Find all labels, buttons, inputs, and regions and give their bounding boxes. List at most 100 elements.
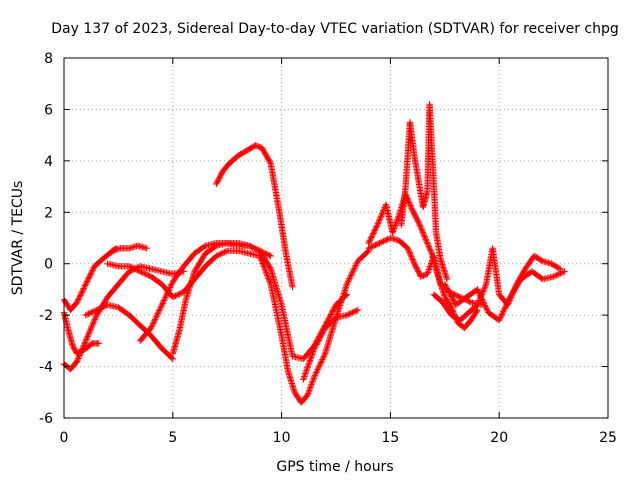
data-point bbox=[86, 327, 94, 335]
data-point bbox=[473, 308, 480, 315]
data-point bbox=[84, 276, 91, 284]
data-point bbox=[443, 283, 450, 291]
data-point bbox=[169, 293, 176, 301]
data-point bbox=[345, 276, 353, 284]
data-point bbox=[311, 345, 318, 352]
data-point bbox=[266, 158, 274, 166]
data-point bbox=[307, 354, 315, 361]
data-point bbox=[76, 350, 84, 358]
data-point bbox=[143, 271, 151, 278]
data-point bbox=[317, 359, 325, 366]
data-point bbox=[302, 368, 310, 376]
data-point bbox=[445, 289, 453, 296]
data-point bbox=[416, 222, 424, 229]
data-point bbox=[89, 267, 96, 274]
data-point bbox=[410, 259, 417, 266]
data-point bbox=[94, 306, 102, 313]
data-point bbox=[126, 263, 133, 270]
plot-frame bbox=[63, 57, 609, 419]
data-point bbox=[326, 312, 334, 320]
data-point bbox=[78, 289, 85, 296]
data-point bbox=[443, 285, 451, 292]
data-point bbox=[164, 288, 172, 296]
data-point bbox=[261, 266, 269, 273]
data-point bbox=[444, 286, 451, 293]
data-point bbox=[89, 321, 96, 329]
data-point bbox=[303, 365, 311, 373]
data-point bbox=[318, 357, 325, 365]
data-point bbox=[201, 243, 208, 250]
data-point bbox=[267, 252, 274, 260]
data-point bbox=[374, 240, 382, 247]
data-point bbox=[257, 254, 264, 261]
data-point bbox=[77, 349, 84, 356]
data-point bbox=[160, 298, 167, 306]
data-point bbox=[466, 298, 473, 305]
data-point bbox=[345, 278, 352, 285]
data-point bbox=[138, 268, 145, 276]
data-point bbox=[81, 339, 89, 346]
data-point bbox=[448, 293, 455, 300]
data-point bbox=[258, 257, 265, 264]
data-point bbox=[317, 360, 324, 368]
data-point bbox=[555, 270, 563, 278]
data-point bbox=[408, 253, 415, 260]
data-point bbox=[149, 320, 157, 327]
data-point bbox=[425, 243, 432, 250]
data-point bbox=[406, 250, 414, 258]
data-point bbox=[261, 264, 268, 272]
data-point bbox=[260, 261, 267, 269]
data-point bbox=[81, 282, 89, 289]
data-point bbox=[89, 320, 97, 327]
data-point bbox=[214, 252, 221, 259]
x-tick-label: 20 bbox=[490, 430, 508, 446]
data-point bbox=[313, 369, 320, 376]
data-point bbox=[81, 283, 88, 291]
data-point bbox=[173, 292, 181, 299]
data-point bbox=[79, 288, 86, 295]
data-point bbox=[481, 284, 489, 291]
data-point bbox=[427, 248, 435, 256]
data-point bbox=[498, 311, 506, 318]
data-point bbox=[215, 251, 223, 258]
data-point bbox=[475, 289, 482, 296]
data-point bbox=[141, 270, 148, 277]
x-axis-label: GPS time / hours bbox=[276, 459, 393, 475]
data-point bbox=[343, 281, 351, 288]
data-point bbox=[315, 363, 323, 370]
data-point bbox=[78, 346, 86, 353]
data-point bbox=[551, 272, 559, 280]
series-track-b bbox=[108, 242, 150, 255]
data-point bbox=[153, 313, 160, 320]
data-point bbox=[155, 308, 162, 316]
data-point bbox=[455, 293, 462, 300]
data-point bbox=[368, 234, 375, 241]
data-point bbox=[98, 304, 106, 311]
data-point bbox=[85, 310, 92, 318]
data-point bbox=[426, 246, 434, 253]
data-point bbox=[479, 288, 487, 295]
data-point bbox=[424, 240, 431, 247]
tick-labels: 0 5 10 15 20 25 -6 -4 -2 0 2 4 6 8 bbox=[39, 51, 617, 446]
data-point bbox=[351, 265, 358, 272]
axis-ticks bbox=[63, 57, 609, 419]
data-point bbox=[561, 268, 568, 275]
data-point bbox=[482, 282, 489, 289]
data-point bbox=[132, 266, 140, 273]
data-point bbox=[252, 245, 259, 253]
data-point bbox=[248, 243, 255, 251]
data-point bbox=[166, 285, 173, 293]
data-point bbox=[371, 227, 378, 234]
data-point bbox=[559, 268, 567, 276]
data-point bbox=[474, 301, 481, 309]
data-point bbox=[418, 226, 425, 233]
data-point bbox=[374, 221, 381, 229]
data-point bbox=[85, 274, 93, 281]
data-point bbox=[375, 219, 382, 226]
data-point bbox=[379, 238, 386, 246]
data-point bbox=[443, 275, 451, 283]
data-point bbox=[79, 345, 86, 352]
data-point bbox=[88, 309, 95, 316]
data-point bbox=[91, 317, 98, 325]
data-point bbox=[313, 367, 321, 375]
